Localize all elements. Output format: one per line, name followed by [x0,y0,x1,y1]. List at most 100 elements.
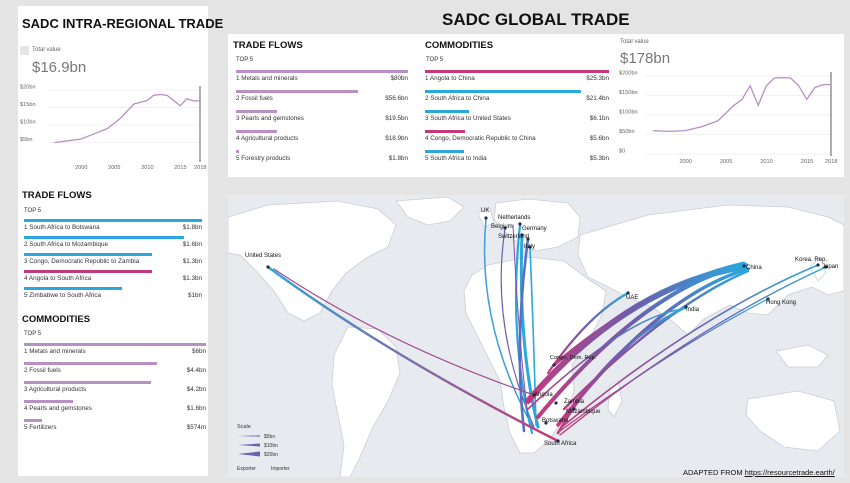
flows-europe [483,218,540,435]
x-tick-label: 2010 [760,159,772,165]
ranked-label: 2 Fossil fuels [24,367,61,374]
ranked-value: $6.1bn [589,115,609,122]
map-label-india: India [686,307,700,313]
map-label-germany: Germany [522,226,547,232]
ranked-label: 4 Agricultural products [236,135,299,142]
series-line [653,76,831,133]
ranked-value: $80bn [390,75,408,82]
ranked-bar [236,130,278,133]
ranked-bar [236,150,240,153]
map-label-botswana: Botswana [542,418,569,424]
ranked-bar [24,343,206,346]
intra-regional-panel: SADC INTRA-REGIONAL TRADE Total value $1… [18,6,223,476]
map-label-italy: Italy [524,244,535,250]
ranked-bar [425,70,609,73]
x-tick-label: 2018 [194,165,206,171]
ranked-value: $4.2bn [186,386,206,393]
intra-title: SADC INTRA-REGIONAL TRADE [22,16,224,31]
map-label-japan: Japan [822,264,838,270]
ranked-label: 3 Agricultural products [24,386,87,393]
x-tick-label: 2018 [825,159,837,165]
y-tick-label: $20bn [20,85,36,91]
global-commodities-top5: TOP 5 [426,57,444,63]
y-tick-label: $10bn [20,120,36,126]
ranked-row: 2 South Africa to China $21.4bn [425,90,609,106]
map-label-switzerland: Switzerland [498,234,529,240]
ranked-row: 2 Fossil fuels $4.4bn [24,362,206,378]
ranked-label: 5 Fertilizers [24,424,57,431]
scale-exporter: Exporter [237,466,256,472]
y-tick-label: $200bn [619,71,638,77]
map-labels: UK Netherlands Belgium Germany Switzerla… [245,208,838,447]
scale-item-5bn: $5bn [264,434,275,440]
ranked-value: $1.3bn [182,258,202,265]
ranked-value: $18.9bn [385,135,408,142]
ranked-row: 3 Congo, Democratic Republic to Zambia $1… [24,253,202,269]
ranked-label: 3 Pearls and gemstones [236,115,304,122]
intra-line-chart: $5bn $10bn $15bn $20bn 2000 2005 2010 2015 2018 [20,85,206,172]
ranked-label: 4 Pearls and gemstones [24,405,92,412]
map-label-south-africa: South Africa [544,441,577,447]
ranked-label: 3 Congo, Democratic Republic to Zambia [24,258,140,265]
ranked-value: $1.8bn [388,155,408,162]
source-credit-prefix: ADAPTED FROM [683,468,745,477]
ranked-bar [24,362,157,365]
y-tick-label: $0 [619,149,625,155]
ranked-label: 1 Angola to China [425,75,475,82]
y-tick-label: $150bn [619,90,638,96]
intra-commodities-top5: TOP 5 [24,331,42,337]
ranked-value: $4.4bn [186,367,206,374]
ranked-bar [24,236,185,239]
map-points [266,216,828,443]
flows-us [266,265,560,443]
map-label-angola: Angola [534,392,553,398]
global-total-value: $178bn [620,50,671,67]
ranked-value: $1.8bn [182,224,202,231]
ranked-value: $25.3bn [586,75,609,82]
ranked-label: 5 Zimbabwe to South Africa [24,292,102,299]
y-tick-label: $5bn [20,137,32,143]
x-tick-label: 2015 [174,165,186,171]
ranked-bar [24,381,152,384]
intra-commodities-heading: COMMODITIES [22,314,91,325]
map-label-mozambique: Mozambique [566,409,601,415]
scale-item-20bn: $20bn [264,452,278,458]
intra-total-value: $16.9bn [32,59,87,76]
global-title: SADC GLOBAL TRADE [442,10,630,29]
ranked-bar [236,70,408,73]
map-label-uk: UK [481,208,489,214]
series-line [54,93,200,144]
map-label-united-states: United States [245,253,281,259]
map-label-uae: UAE [626,295,638,301]
global-trade-flows-heading: TRADE FLOWS [233,40,303,51]
global-commodities-heading: COMMODITIES [425,40,494,51]
ranked-row: 1 Metals and minerals $6bn [24,343,206,359]
intra-total-swatch [20,46,29,55]
ranked-row: 5 Forestry products $1.8bn [236,150,408,166]
ranked-value: $5.3bn [589,155,609,162]
ranked-row: 1 South Africa to Botswana $1.8bn [24,219,202,235]
x-tick-label: 2000 [75,165,87,171]
x-tick-label: 2000 [679,159,691,165]
ranked-bar [24,253,153,256]
ranked-value: $574m [186,424,206,431]
ranked-bar [24,219,202,222]
x-tick-label: 2015 [801,159,813,165]
x-tick-label: 2005 [108,165,120,171]
x-tick-label: 2005 [720,159,732,165]
global-top-panel: TRADE FLOWS TOP 5 COMMODITIES TOP 5 1 Me… [228,34,615,177]
ranked-row: 3 Agricultural products $4.2bn [24,381,206,397]
scale-importer: Importer [271,466,290,472]
ranked-value: $6bn [191,348,206,355]
ranked-value: $19.5bn [385,115,408,122]
source-credit-link[interactable]: https://resourcetrade.earth/ [744,468,835,477]
ranked-label: 2 Fossil fuels [236,95,273,102]
global-chart-panel: Total value $178bn $0 $50bn $100bn $150bn $2… [615,34,844,177]
map-label-belgium: Belgium [491,224,513,230]
ranked-value: $21.4bn [586,95,609,102]
ranked-bar [24,419,43,422]
ranked-label: 2 South Africa to China [425,95,490,102]
intra-trade-flows-top5: TOP 5 [24,208,42,214]
ranked-bar [425,110,470,113]
ranked-row: 1 Metals and minerals $80bn [236,70,408,86]
